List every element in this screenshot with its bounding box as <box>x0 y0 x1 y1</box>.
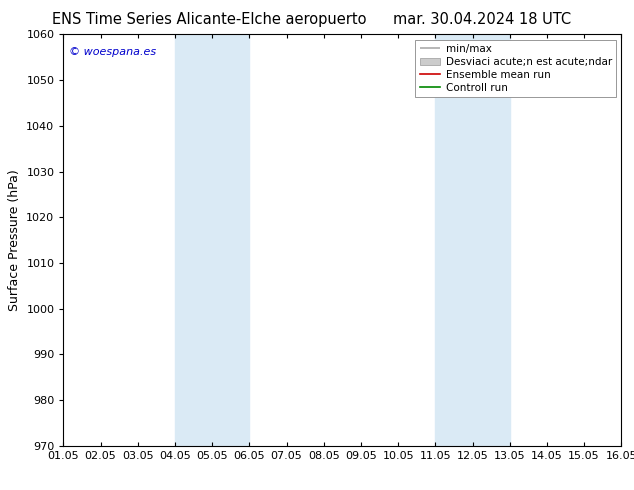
Text: ENS Time Series Alicante-Elche aeropuerto: ENS Time Series Alicante-Elche aeropuert… <box>52 12 366 27</box>
Text: © woespana.es: © woespana.es <box>69 47 156 57</box>
Text: mar. 30.04.2024 18 UTC: mar. 30.04.2024 18 UTC <box>393 12 571 27</box>
Legend: min/max, Desviaci acute;n est acute;ndar, Ensemble mean run, Controll run: min/max, Desviaci acute;n est acute;ndar… <box>415 40 616 97</box>
Bar <box>175 34 249 446</box>
Bar <box>436 34 510 446</box>
Y-axis label: Surface Pressure (hPa): Surface Pressure (hPa) <box>8 169 21 311</box>
